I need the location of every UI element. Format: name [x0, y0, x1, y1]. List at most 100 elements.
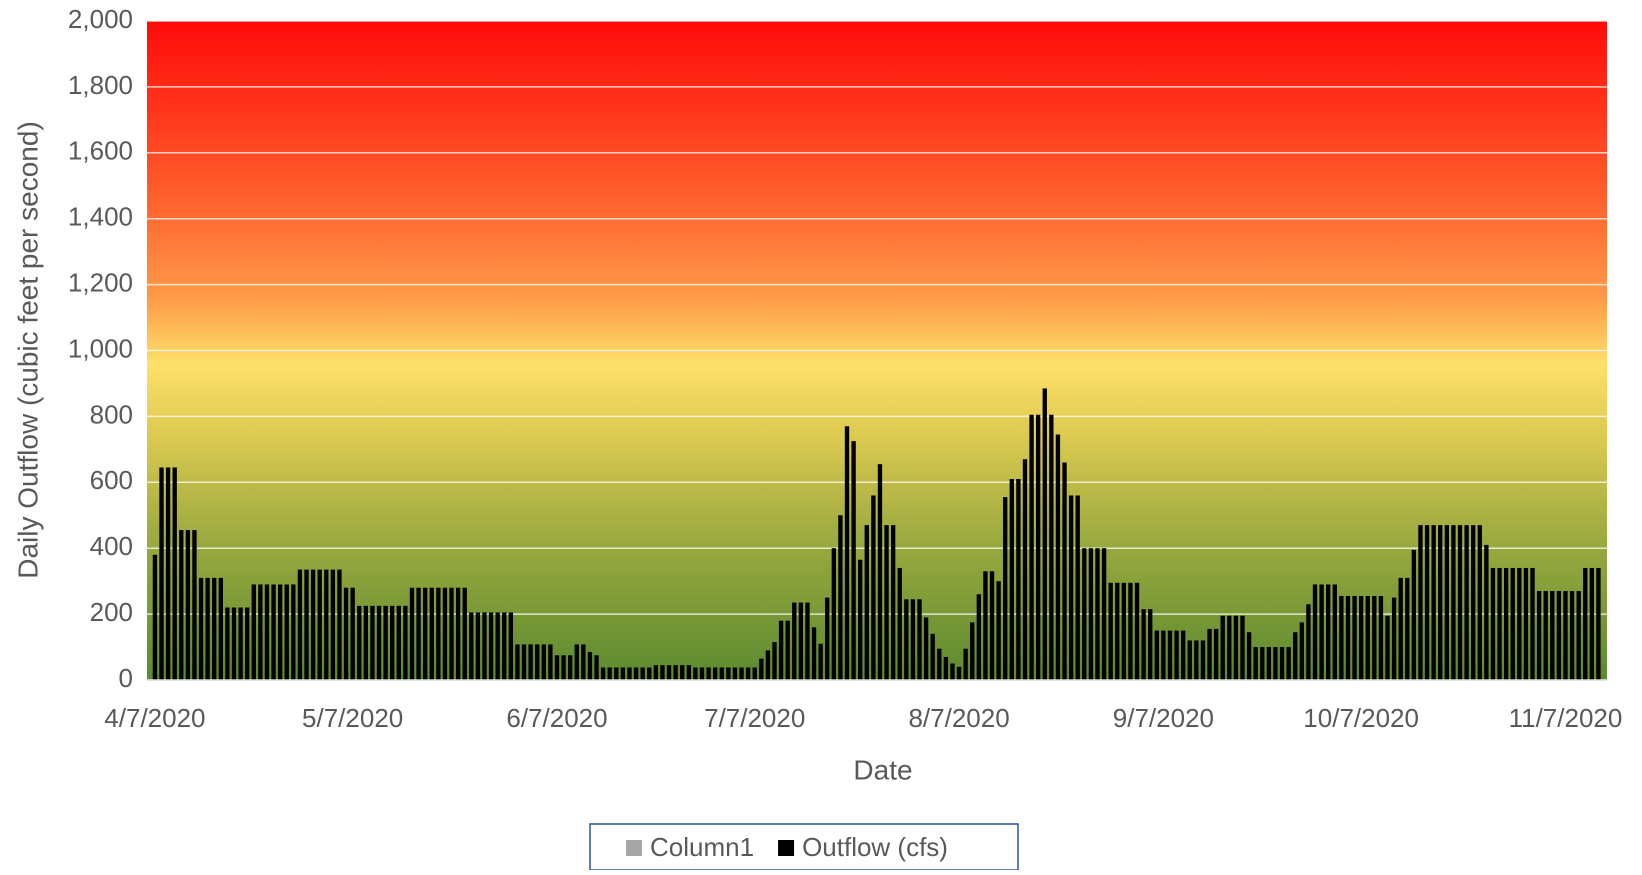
bar — [666, 665, 672, 680]
bar — [831, 548, 837, 680]
bar — [1279, 647, 1285, 680]
bar — [482, 612, 487, 680]
bar — [1194, 640, 1199, 680]
bar — [1049, 414, 1054, 680]
bar — [976, 594, 982, 680]
bar — [719, 667, 724, 680]
bar — [1438, 525, 1443, 680]
bar — [330, 569, 336, 680]
bar — [805, 602, 810, 680]
bar — [825, 597, 830, 680]
bar — [1260, 647, 1265, 680]
bar — [1457, 525, 1463, 680]
bar — [1391, 597, 1397, 680]
bar — [1115, 582, 1120, 680]
bar — [1101, 548, 1107, 680]
bar — [1062, 462, 1067, 680]
bar — [1003, 497, 1008, 680]
bar — [1227, 615, 1232, 680]
bar — [179, 530, 184, 680]
bar — [1187, 640, 1192, 680]
bar — [1220, 615, 1225, 680]
bar — [567, 655, 573, 680]
bar — [159, 467, 164, 680]
bar — [838, 515, 843, 680]
bar — [1174, 630, 1179, 680]
bar — [1596, 567, 1601, 680]
bar — [640, 667, 645, 680]
bar — [429, 587, 434, 680]
bar — [1424, 525, 1430, 680]
y-tick-label: 800 — [90, 399, 133, 429]
bar — [627, 667, 632, 680]
bar — [693, 667, 698, 680]
y-tick-label: 2,000 — [68, 4, 133, 34]
bar — [923, 617, 929, 680]
bar — [1378, 595, 1384, 680]
bar — [660, 665, 665, 680]
bar — [633, 667, 639, 680]
bar — [1583, 567, 1588, 680]
x-tick-label: 7/7/2020 — [704, 703, 805, 733]
bar — [581, 644, 586, 680]
bar — [502, 612, 507, 680]
bar — [416, 587, 421, 680]
bar — [752, 667, 757, 680]
legend-swatch — [778, 840, 795, 856]
bar — [1240, 615, 1245, 680]
bar — [1233, 615, 1239, 680]
bar — [495, 612, 500, 680]
bar — [917, 599, 922, 680]
bar — [1530, 567, 1535, 680]
bar — [930, 633, 935, 680]
bar — [600, 667, 606, 680]
bar — [1108, 582, 1113, 680]
bar — [699, 667, 705, 680]
bar — [686, 665, 691, 680]
bar — [198, 577, 204, 680]
bar — [205, 577, 210, 680]
bar — [1497, 567, 1502, 680]
bar — [713, 667, 718, 680]
x-tick-label: 9/7/2020 — [1113, 703, 1214, 733]
bar — [647, 667, 652, 680]
bar — [1134, 582, 1140, 680]
bar — [1167, 630, 1173, 680]
bar — [343, 587, 349, 680]
bar — [1556, 591, 1562, 680]
bar — [1523, 567, 1529, 680]
bar — [185, 530, 191, 680]
bar — [1510, 567, 1515, 680]
bar — [1082, 548, 1087, 680]
bar — [950, 663, 955, 680]
legend-label: Outflow (cfs) — [802, 832, 948, 862]
bar — [732, 667, 738, 680]
bar — [376, 605, 382, 680]
bar — [297, 569, 303, 680]
bar — [673, 665, 678, 680]
bar — [726, 667, 731, 680]
bar — [1550, 591, 1555, 680]
bar — [1141, 609, 1146, 680]
bar — [574, 644, 579, 680]
bar — [607, 667, 612, 680]
bar — [739, 667, 744, 680]
bar — [231, 607, 237, 680]
y-tick-label: 0 — [119, 663, 133, 693]
bar — [238, 607, 243, 680]
bar — [970, 622, 975, 680]
bar — [937, 648, 942, 680]
bar — [1266, 647, 1272, 680]
bar — [383, 605, 388, 680]
bar — [1246, 632, 1252, 680]
bar — [1273, 647, 1278, 680]
bar — [1121, 582, 1127, 680]
bar — [745, 667, 751, 680]
bar — [245, 607, 250, 680]
bar — [1253, 647, 1258, 680]
bar — [337, 569, 342, 680]
bar — [172, 467, 177, 680]
bar — [1411, 549, 1417, 680]
bar — [475, 612, 481, 680]
